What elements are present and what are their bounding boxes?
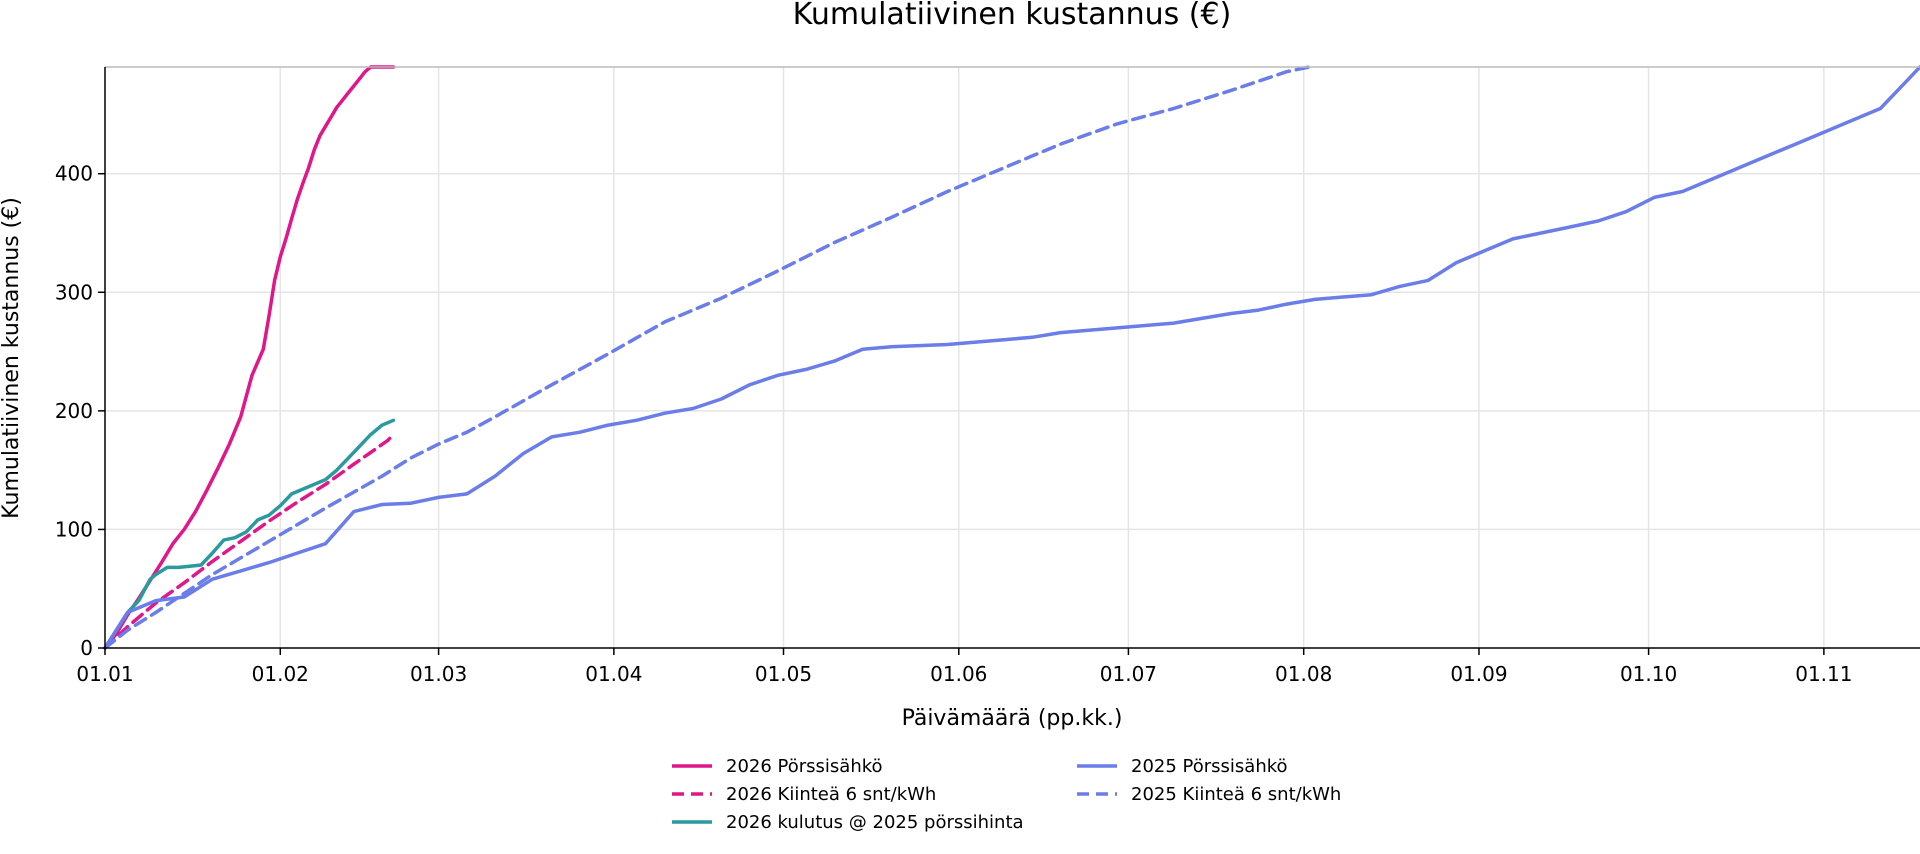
series-lines — [103, 65, 1920, 650]
y-axis-ticks: 0 100 200 300 400 — [55, 162, 105, 660]
legend-label-3: 2026 kulutus @ 2025 pörssihinta — [726, 812, 1024, 833]
series-line-2 — [103, 432, 396, 650]
y-tick-label: 300 — [55, 280, 93, 304]
legend-label-4: 2025 Pörssisähkö — [1131, 756, 1288, 777]
y-axis-title: Kumulatiivinen kustannus (€) — [0, 197, 24, 519]
x-tick-label: 01.03 — [410, 662, 467, 686]
y-tick-label: 0 — [80, 636, 93, 660]
y-tick-label: 100 — [55, 517, 93, 541]
y-tick-label: 400 — [55, 162, 93, 186]
legend-label-1: 2026 Pörssisähkö — [726, 756, 883, 777]
x-axis-title: Päivämäärä (pp.kk.) — [902, 706, 1123, 731]
gridlines — [105, 67, 1920, 648]
y-tick-label: 200 — [55, 399, 93, 423]
x-axis-ticks: 01.01 01.02 01.03 01.04 01.05 01.06 01.07 01.08… — [76, 648, 1853, 686]
legend-label-2: 2026 Kiinteä 6 snt/kWh — [726, 784, 936, 805]
series-line-4 — [103, 65, 1920, 650]
x-tick-label: 01.08 — [1275, 662, 1332, 686]
x-tick-label: 01.11 — [1795, 662, 1852, 686]
x-tick-label: 01.10 — [1620, 662, 1677, 686]
series-line-5 — [103, 65, 1312, 650]
series-line-3 — [103, 418, 396, 650]
x-tick-label: 01.07 — [1100, 662, 1157, 686]
x-tick-label: 01.02 — [252, 662, 309, 686]
x-tick-label: 01.06 — [930, 662, 987, 686]
legend-label-5: 2025 Kiinteä 6 snt/kWh — [1131, 784, 1341, 805]
x-tick-label: 01.01 — [76, 662, 133, 686]
chart-title: Kumulatiivinen kustannus (€) — [793, 0, 1232, 32]
legend: 2026 Pörssisähkö 2026 Kiinteä 6 snt/kWh 20… — [672, 756, 1341, 833]
x-tick-label: 01.05 — [755, 662, 812, 686]
x-tick-label: 01.04 — [585, 662, 642, 686]
x-tick-label: 01.09 — [1450, 662, 1507, 686]
series-line-1 — [103, 65, 396, 650]
